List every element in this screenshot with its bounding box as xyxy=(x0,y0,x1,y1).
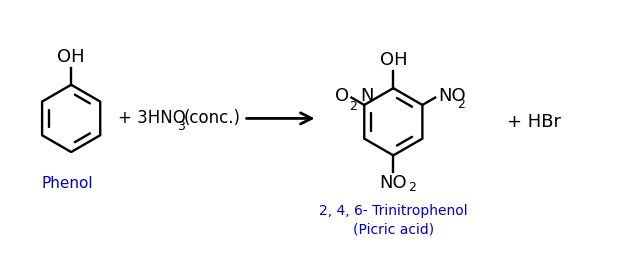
Text: 3: 3 xyxy=(177,120,185,133)
Text: 2: 2 xyxy=(457,98,465,112)
Text: Phenol: Phenol xyxy=(42,176,94,191)
Text: + HBr: + HBr xyxy=(507,113,562,131)
Text: 2: 2 xyxy=(349,100,357,113)
Text: OH: OH xyxy=(380,51,407,69)
Text: OH: OH xyxy=(58,48,85,66)
Text: (conc.): (conc.) xyxy=(183,109,240,127)
Text: + 3HNO: + 3HNO xyxy=(118,109,186,127)
Text: 2: 2 xyxy=(408,181,415,194)
Text: N: N xyxy=(360,87,374,105)
Text: (Picric acid): (Picric acid) xyxy=(353,223,434,237)
Text: O: O xyxy=(335,87,349,105)
Text: NO: NO xyxy=(438,87,465,105)
Text: 2, 4, 6- Trinitrophenol: 2, 4, 6- Trinitrophenol xyxy=(319,204,468,218)
Text: NO: NO xyxy=(380,174,407,192)
